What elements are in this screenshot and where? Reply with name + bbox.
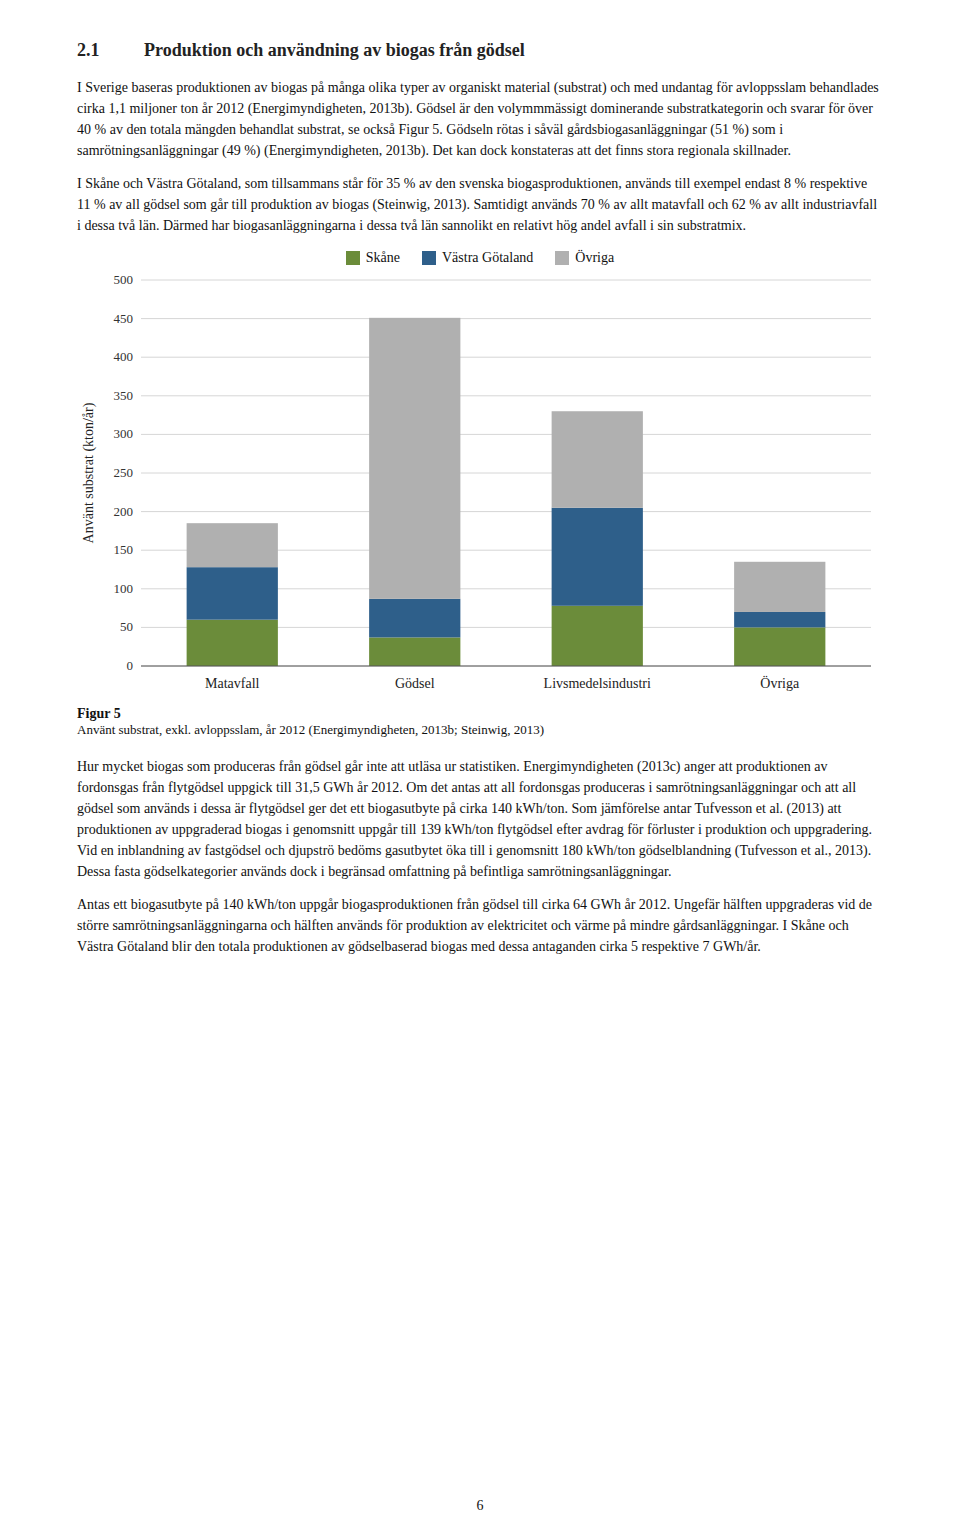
legend-label: Skåne (366, 250, 400, 266)
bar (187, 523, 278, 567)
paragraph: I Sverige baseras produktionen av biogas… (77, 77, 883, 161)
bar (734, 627, 825, 666)
y-tick-label: 350 (114, 388, 134, 403)
bar (369, 599, 460, 638)
y-tick-label: 250 (114, 465, 134, 480)
paragraph: I Skåne och Västra Götaland, som tillsam… (77, 173, 883, 236)
paragraph: Antas ett biogasutbyte på 140 kWh/ton up… (77, 894, 883, 957)
legend-label: Västra Götaland (442, 250, 533, 266)
bar (552, 411, 643, 508)
x-tick-label: Övriga (760, 675, 800, 691)
bar (369, 637, 460, 666)
legend-swatch (346, 251, 360, 265)
grid-line (141, 318, 871, 319)
bar (187, 620, 278, 666)
grid-line (141, 357, 871, 358)
paragraph: Hur mycket biogas som produceras från gö… (77, 756, 883, 882)
grid-line (141, 395, 871, 396)
y-tick-label: 0 (127, 658, 134, 673)
legend: Skåne Västra Götaland Övriga (77, 250, 883, 266)
grid (141, 280, 871, 666)
grid-line (141, 434, 871, 435)
y-tick-label: 50 (120, 619, 133, 634)
bar (552, 508, 643, 606)
bar (734, 562, 825, 612)
figure: Skåne Västra Götaland Övriga 0 50 100 150 200 25… (77, 250, 883, 700)
grid-line (141, 511, 871, 512)
section-number: 2.1 (77, 40, 144, 61)
grid-line (141, 666, 871, 667)
y-tick-label: 450 (114, 311, 134, 326)
legend-item: Skåne (346, 250, 400, 266)
caption-text: Använt substrat, exkl. avloppsslam, år 2… (77, 722, 544, 737)
legend-item: Västra Götaland (422, 250, 533, 266)
bar (187, 567, 278, 619)
caption: Figur 5Använt substrat, exkl. avloppssla… (77, 706, 883, 738)
legend-swatch (555, 251, 569, 265)
x-axis-line (141, 666, 871, 667)
legend-swatch (422, 251, 436, 265)
chart: 0 50 100 150 200 250 300 350 400 450 500 Använt sub… (77, 270, 883, 700)
section-heading: 2.1Produktion och användning av biogas f… (77, 40, 883, 61)
x-tick-label: Livsmedelsindustri (544, 676, 651, 691)
y-tick-label: 100 (114, 581, 134, 596)
y-tick-label: 200 (114, 504, 134, 519)
caption-label: Figur 5 (77, 706, 883, 722)
y-tick-label: 400 (114, 349, 134, 364)
bar (734, 612, 825, 627)
legend-item: Övriga (555, 250, 614, 266)
page: 2.1Produktion och användning av biogas f… (77, 40, 883, 969)
y-tick-label: 300 (114, 426, 134, 441)
page-number: 6 (0, 1498, 960, 1514)
spacer (77, 738, 883, 756)
y-tick-label: 150 (114, 542, 134, 557)
y-tick-label: 500 (114, 272, 134, 287)
x-tick-label: Gödsel (395, 676, 435, 691)
y-axis-label: Använt substrat (kton/år) (81, 402, 97, 543)
x-tick-label: Matavfall (205, 676, 260, 691)
grid-line (141, 280, 871, 281)
grid-line (141, 473, 871, 474)
bars (187, 318, 826, 666)
bar (369, 318, 460, 599)
bar (552, 606, 643, 666)
section-title: Produktion och användning av biogas från… (144, 40, 525, 60)
legend-label: Övriga (575, 250, 614, 266)
